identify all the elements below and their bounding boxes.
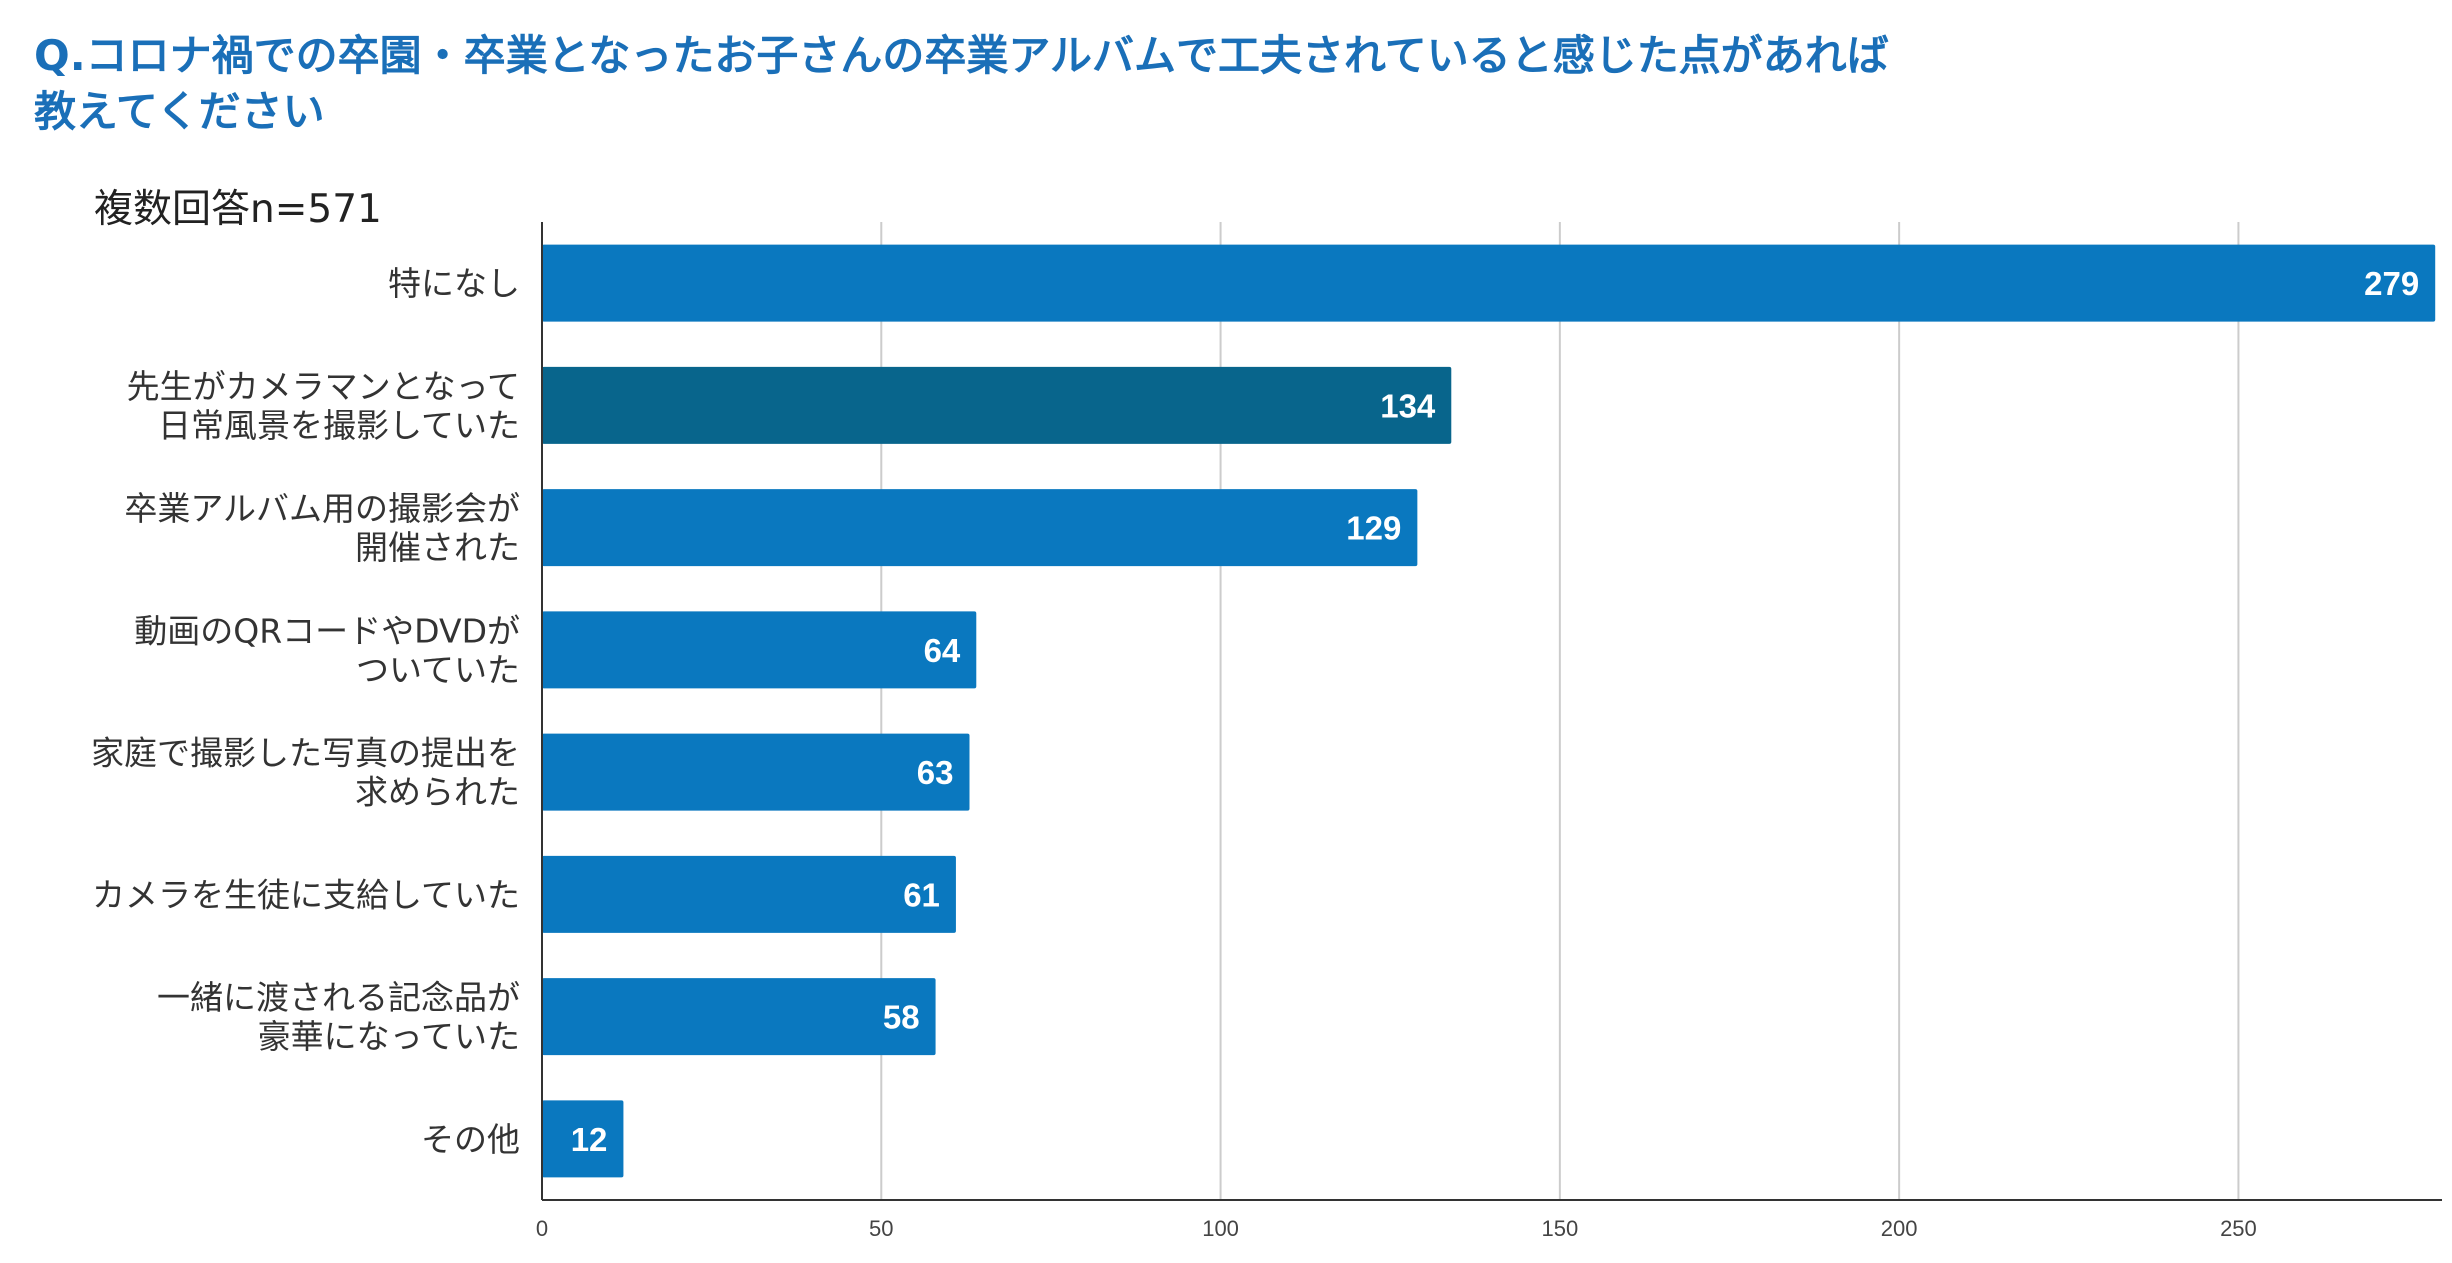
bar-value-label: 129 xyxy=(1346,510,1401,547)
bar-value-label: 63 xyxy=(917,754,954,791)
chart-title-line-1: Q.コロナ禍での卒園・卒業となったお子さんの卒業アルバムで工夫されていると感じた… xyxy=(34,31,1889,80)
bar xyxy=(542,489,1418,567)
category-label: 動画のQRコードやDVDが xyxy=(134,611,520,650)
sample-size-note: 複数回答n=571 xyxy=(94,187,382,232)
category-label: その他 xyxy=(421,1120,520,1159)
bar xyxy=(542,1100,624,1178)
category-label: カメラを生徒に支給していた xyxy=(92,875,520,914)
x-tick-label: 0 xyxy=(536,1216,548,1241)
x-tick-label: 100 xyxy=(1202,1216,1239,1241)
category-label: 特になし xyxy=(388,264,520,303)
axes xyxy=(541,222,2442,1201)
category-label: 求められた xyxy=(355,773,520,812)
bar-value-label: 61 xyxy=(903,876,940,913)
x-tick-label: 200 xyxy=(1881,1216,1918,1241)
category-label: 先生がカメラマンとなって xyxy=(127,367,520,406)
chart-title-line-2: 教えてください xyxy=(34,87,325,136)
bar xyxy=(542,855,956,933)
bar-value-label: 64 xyxy=(924,632,961,669)
category-label: 開催された xyxy=(355,528,520,567)
category-label: 日常風景を撮影していた xyxy=(158,406,520,445)
bars xyxy=(542,244,2436,1178)
labels: 0 50 100 150 200 250 279 特になし 134 先生がカメラマンとなって日常風… xyxy=(91,264,2419,1241)
bar xyxy=(542,366,1452,444)
category-label: 豪華になっていた xyxy=(258,1017,520,1056)
category-label: 家庭で撮影した写真の提出を xyxy=(91,734,520,773)
chart-title: Q.コロナ禍での卒園・卒業となったお子さんの卒業アルバムで工夫されていると感じた… xyxy=(34,28,2414,140)
category-label: 一緒に渡される記念品が xyxy=(157,978,520,1017)
bar-value-label: 58 xyxy=(883,999,920,1036)
bar-value-label: 134 xyxy=(1380,387,1436,424)
bar xyxy=(542,733,970,811)
bar-value-label: 279 xyxy=(2364,265,2419,302)
x-tick-label: 150 xyxy=(1541,1216,1578,1241)
x-tick-label: 50 xyxy=(869,1216,893,1241)
bar xyxy=(542,611,977,689)
bar xyxy=(542,244,2436,322)
x-tick-label: 250 xyxy=(2220,1216,2257,1241)
bar-value-label: 12 xyxy=(571,1121,608,1158)
category-label: 卒業アルバム用の撮影会が xyxy=(124,489,520,528)
category-label: ついていた xyxy=(356,650,520,689)
bar xyxy=(542,978,936,1056)
